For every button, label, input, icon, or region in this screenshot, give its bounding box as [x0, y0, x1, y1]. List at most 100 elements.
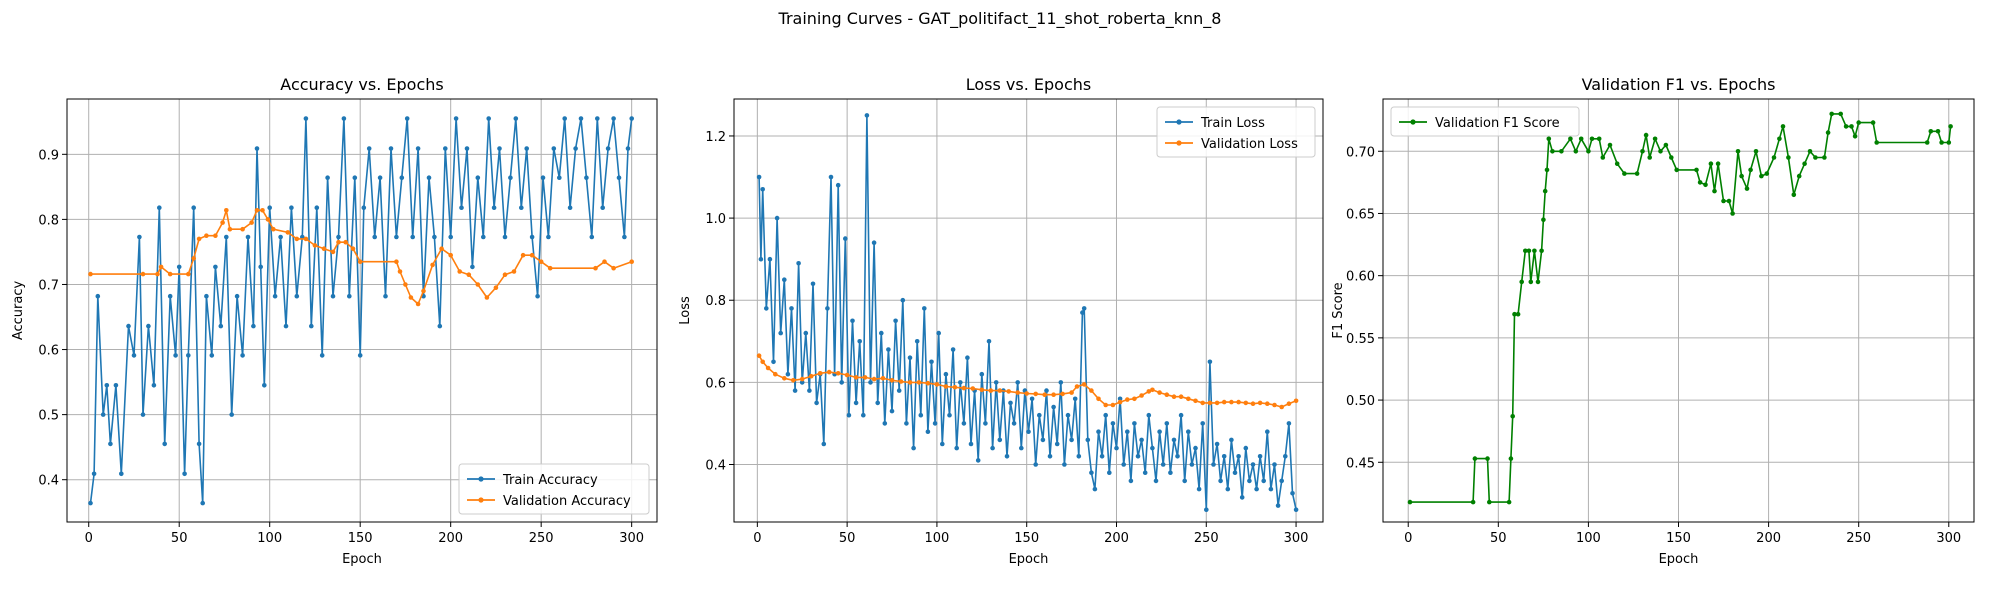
- validation-accuracy-point: [294, 236, 300, 242]
- train-loss-point: [896, 388, 902, 393]
- validation-f1-score-point: [1652, 136, 1658, 142]
- train-accuracy-point: [267, 205, 273, 210]
- train-accuracy-point: [151, 383, 157, 388]
- train-loss-point: [1080, 310, 1085, 315]
- y-axis-label: F1 Score: [1331, 282, 1346, 338]
- validation-accuracy-point: [285, 230, 291, 235]
- x-tick-label: 50: [839, 531, 856, 546]
- plot-frame: [66, 98, 658, 523]
- validation-loss-point: [756, 353, 762, 359]
- validation-loss-point: [1193, 398, 1198, 404]
- validation-loss-point: [1150, 387, 1155, 393]
- x-tick-label: 250: [529, 531, 554, 546]
- validation-f1-score-point: [1510, 414, 1515, 419]
- legend-marker: [1176, 140, 1182, 146]
- train-loss-point: [764, 306, 769, 311]
- train-accuracy-point: [234, 293, 240, 299]
- train-loss-point: [1243, 445, 1249, 451]
- legend-marker: [1176, 119, 1182, 125]
- validation-accuracy-point: [357, 259, 363, 265]
- validation-f1-score-point: [1515, 311, 1521, 317]
- train-loss-point: [1051, 404, 1056, 410]
- train-loss-point: [932, 421, 938, 426]
- train-accuracy-point: [294, 293, 300, 299]
- train-accuracy-point: [508, 175, 513, 180]
- legend-label: Validation Loss: [1201, 137, 1298, 152]
- validation-loss-point: [1139, 393, 1144, 398]
- y-tick-label: 0.45: [1346, 456, 1375, 471]
- x-tick-label: 200: [1104, 531, 1129, 546]
- train-loss-point: [1103, 412, 1108, 418]
- train-accuracy-point: [196, 441, 202, 447]
- train-loss-point: [803, 330, 809, 336]
- train-loss-point: [1150, 445, 1155, 451]
- validation-f1-score-point: [1596, 136, 1602, 142]
- validation-f1-score-point: [1946, 140, 1952, 145]
- train-accuracy-point: [272, 293, 278, 299]
- train-accuracy-point: [616, 175, 622, 180]
- validation-f1-score-point: [1523, 248, 1528, 254]
- train-loss-point: [1229, 437, 1234, 443]
- validation-accuracy-point: [240, 226, 245, 232]
- validation-f1-score-point: [1838, 111, 1843, 117]
- train-loss-point: [1189, 462, 1195, 467]
- validation-loss-point: [1236, 399, 1241, 405]
- train-accuracy-point: [625, 146, 631, 151]
- validation-f1-score-point: [1614, 161, 1620, 166]
- validation-f1-score-point: [1771, 155, 1777, 160]
- train-loss-point: [1193, 445, 1198, 451]
- train-loss-point: [893, 318, 898, 324]
- train-loss-point: [1207, 359, 1213, 365]
- validation-accuracy-point: [227, 226, 233, 232]
- train-loss-point: [965, 355, 970, 361]
- validation-f1-score-point: [1532, 248, 1537, 254]
- train-accuracy-point: [622, 234, 627, 240]
- train-loss-point: [968, 441, 974, 447]
- train-loss-point: [1033, 462, 1038, 467]
- x-tick-label: 300: [619, 531, 644, 546]
- train-accuracy-point: [347, 293, 352, 299]
- train-accuracy-point: [113, 383, 119, 388]
- train-loss-point: [864, 113, 870, 118]
- train-loss-point: [850, 318, 855, 324]
- train-loss-point: [911, 445, 916, 451]
- train-loss-point: [1286, 421, 1292, 426]
- train-loss-point: [961, 421, 967, 426]
- validation-accuracy-point: [593, 265, 598, 271]
- validation-accuracy-point: [155, 271, 160, 277]
- validation-loss-point: [898, 379, 904, 384]
- train-loss-point: [868, 380, 873, 385]
- train-loss-point: [1089, 470, 1094, 476]
- train-accuracy-point: [404, 116, 410, 121]
- train-loss-point: [1290, 491, 1295, 496]
- validation-f1-score-point: [1753, 149, 1759, 154]
- train-accuracy-point: [578, 116, 584, 121]
- y-tick-label: 0.50: [1346, 394, 1375, 409]
- train-loss-point: [879, 330, 884, 336]
- validation-f1-score-point: [1796, 173, 1802, 179]
- chart-title: Validation F1 vs. Epochs: [1582, 75, 1776, 94]
- train-loss-point: [1117, 396, 1123, 402]
- train-loss-point: [983, 421, 988, 426]
- x-tick-label: 250: [1194, 531, 1219, 546]
- validation-f1-score-point: [1948, 124, 1953, 129]
- train-loss-point: [1239, 495, 1245, 500]
- train-accuracy-point: [611, 116, 616, 121]
- x-tick-label: 100: [925, 531, 950, 546]
- validation-accuracy-point: [330, 249, 336, 255]
- train-loss-point: [1044, 388, 1049, 393]
- validation-f1-score-point: [1485, 456, 1490, 461]
- train-loss-point: [993, 380, 999, 385]
- validation-accuracy-point: [265, 217, 271, 222]
- train-loss-point: [943, 371, 949, 377]
- validation-accuracy-point: [421, 288, 426, 294]
- legend-label: Train Loss: [1200, 116, 1265, 131]
- train-loss-point: [1236, 454, 1241, 459]
- train-accuracy-point: [251, 323, 256, 329]
- train-loss-point: [925, 429, 931, 435]
- validation-loss-point: [1042, 392, 1047, 398]
- grid: [67, 99, 657, 522]
- y-tick-label: 0.7: [38, 278, 59, 293]
- train-loss-point: [929, 359, 934, 365]
- train-accuracy-point: [200, 500, 205, 506]
